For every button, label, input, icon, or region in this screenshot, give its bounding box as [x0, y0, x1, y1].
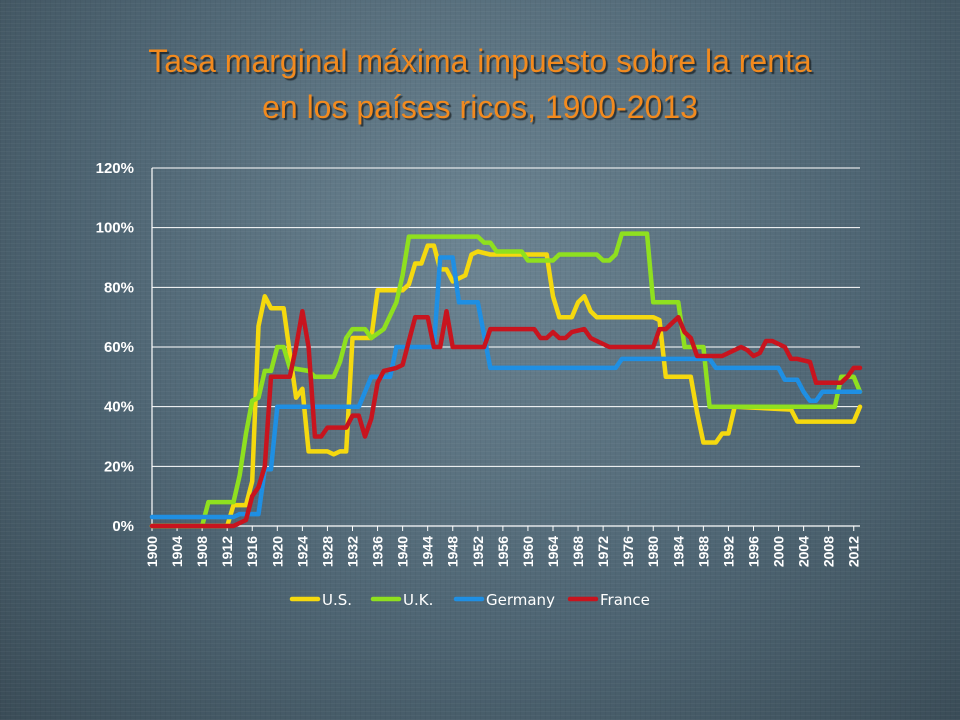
- x-tick-label: 1904: [169, 536, 185, 567]
- y-tick-label: 60%: [104, 339, 134, 356]
- x-tick-label: 2004: [796, 536, 812, 567]
- x-tick-label: 1980: [645, 536, 661, 567]
- x-tick-label: 1924: [294, 536, 310, 567]
- legend-label-u-k: U.K.: [403, 591, 433, 609]
- x-tick-label: 1972: [595, 536, 611, 567]
- x-tick-label: 1936: [370, 536, 386, 567]
- x-tick-label: 1960: [520, 536, 536, 567]
- x-tick-label: 1916: [244, 536, 260, 567]
- x-tick-label: 2008: [821, 536, 837, 567]
- x-tick-label: 1984: [670, 536, 686, 567]
- series-line-u-s: [149, 243, 863, 529]
- x-tick-label: 1952: [470, 536, 486, 567]
- x-tick-label: 1908: [194, 536, 210, 567]
- series-lines: [149, 231, 863, 529]
- y-tick-label: 40%: [104, 399, 134, 416]
- x-tick-label: 1964: [545, 536, 561, 567]
- chart-title-line-1: Tasa marginal máxima impuesto sobre la r…: [148, 43, 812, 79]
- chart-title: Tasa marginal máxima impuesto sobre la r…: [60, 38, 900, 130]
- x-tick-label: 1988: [695, 536, 711, 567]
- x-tick-label: 2000: [771, 536, 787, 567]
- x-axis-tick-labels: 1900 1904 1908 1912 1916 1920 1924 1928 1932 1936…: [144, 536, 862, 567]
- x-tick-label: 1992: [720, 536, 736, 567]
- series-line-france: [149, 308, 863, 529]
- axes: [151, 168, 860, 531]
- legend-label-france: France: [600, 591, 650, 609]
- x-tick-label: 1968: [570, 536, 586, 567]
- x-tick-label: 1944: [420, 536, 436, 567]
- y-tick-label: 100%: [96, 220, 134, 237]
- y-tick-label: 80%: [104, 279, 134, 296]
- x-tick-label: 1948: [445, 536, 461, 567]
- x-tick-label: 1940: [395, 536, 411, 567]
- y-axis-tick-labels: 0% 20% 40% 60% 80% 100% 120%: [96, 160, 134, 535]
- series-line-germany: [149, 255, 863, 520]
- x-tick-label: 1932: [344, 536, 360, 567]
- legend-label-u-s: U.S.: [322, 591, 352, 609]
- legend: U.S. U.K. Germany France: [289, 591, 650, 609]
- x-tick-label: 1956: [495, 536, 511, 567]
- x-tick-label: 1976: [620, 536, 636, 567]
- x-tick-label: 1912: [219, 536, 235, 567]
- x-tick-label: 1920: [269, 536, 285, 567]
- x-tick-label: 2012: [846, 536, 862, 567]
- chart-title-line-2: en los países ricos, 1900-2013: [262, 89, 698, 125]
- y-tick-label: 0%: [112, 518, 134, 535]
- y-tick-label: 120%: [96, 160, 134, 177]
- x-tick-label: 1928: [319, 536, 335, 567]
- x-tick-label: 1996: [745, 536, 761, 567]
- y-tick-label: 20%: [104, 458, 134, 475]
- series-line-u-k: [149, 231, 863, 529]
- legend-label-germany: Germany: [486, 591, 555, 609]
- x-tick-label: 1900: [144, 536, 160, 567]
